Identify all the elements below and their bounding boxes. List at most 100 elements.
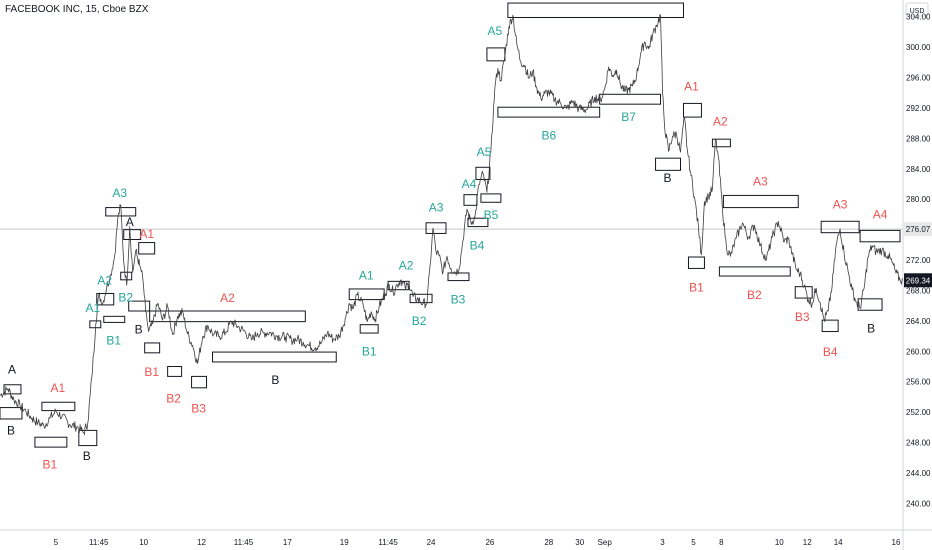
wave-boxes-layer [0, 2, 901, 448]
wave-labels-layer: A B A1 B1 B A1 A2 B1 A3 A A1 B2 B B1 A2 B2 B3 B A1 B1 A2 B2 A3… [7, 24, 888, 471]
wave-label: A4 [462, 177, 477, 191]
wave-label: A2 [713, 115, 728, 129]
y-tick-label: 256.00 [906, 378, 931, 387]
chart-title: FACEBOOK INC, 15, Cboe BZX [5, 4, 149, 15]
price-series-layer [0, 14, 904, 436]
wave-box [144, 342, 161, 354]
y-tick-label: 268.00 [906, 286, 931, 295]
x-tick-label: 24 [427, 538, 436, 547]
wave-box [463, 194, 478, 206]
wave-label: B4 [823, 345, 838, 359]
wave-box [480, 193, 502, 203]
y-tick-label: 304.00 [906, 13, 931, 22]
wave-label: B4 [470, 239, 485, 253]
wave-box [859, 229, 901, 243]
x-tick-label: 12 [803, 538, 812, 547]
wave-box [687, 256, 705, 269]
wave-box [486, 47, 506, 62]
wave-label: B1 [106, 334, 121, 348]
wave-label: A3 [753, 175, 768, 189]
last-price-tag [904, 273, 932, 288]
wave-label: A [126, 215, 134, 229]
x-tick-label: 19 [340, 538, 349, 547]
wave-box [655, 157, 681, 171]
y-tick-label: 272.00 [906, 256, 931, 265]
y-tick-label: 260.00 [906, 347, 931, 356]
wave-label: B [271, 373, 279, 387]
x-tick-label: 17 [283, 538, 292, 547]
wave-label: B2 [166, 391, 181, 405]
x-tick-label: 28 [544, 538, 553, 547]
wave-box [34, 436, 68, 448]
wave-box [96, 293, 115, 306]
y-tick-label: 240.00 [906, 499, 931, 508]
wave-box [128, 300, 151, 312]
current-price-tag [904, 222, 932, 237]
wave-label: B1 [689, 280, 704, 294]
price-line[interactable] [0, 14, 904, 436]
time-axis: 5 11:45 10 12 11:45 17 19 11:45 24 26 28 30 Sep 3 5 8 10… [0, 529, 932, 547]
x-tick-label: 8 [719, 538, 724, 547]
wave-box [41, 401, 76, 412]
wave-box [0, 407, 23, 420]
wave-box [475, 166, 491, 180]
y-tick-label: 248.00 [906, 439, 931, 448]
currency-badge [905, 2, 929, 17]
x-tick-label: 5 [691, 538, 696, 547]
wave-label: B7 [621, 110, 636, 124]
wave-label: B2 [118, 290, 133, 304]
wave-box [348, 288, 385, 301]
x-tick-label: 11:45 [378, 538, 398, 547]
last-price-value: 269.34 [906, 276, 931, 285]
wave-box [682, 102, 702, 118]
wave-box [507, 2, 684, 18]
wave-label: B3 [795, 310, 810, 324]
wave-box [359, 324, 379, 334]
x-tick-label: 14 [834, 538, 843, 547]
wave-box [123, 229, 142, 241]
wave-label: A3 [833, 198, 848, 212]
wave-box [711, 138, 731, 148]
wave-label: B [135, 322, 143, 336]
x-tick-label: 30 [575, 538, 584, 547]
wave-label: A4 [873, 207, 888, 221]
current-price-value: 276.07 [906, 225, 931, 234]
wave-label: A [8, 363, 16, 377]
wave-box [167, 366, 183, 377]
currency-label: USD [910, 8, 925, 15]
y-tick-label: 296.00 [906, 74, 931, 83]
wave-label: B3 [451, 293, 466, 307]
wave-box [718, 266, 791, 277]
wave-label: B [867, 321, 875, 335]
wave-box [722, 194, 799, 209]
y-tick-label: 284.00 [906, 165, 931, 174]
wave-label: A3 [112, 186, 127, 200]
x-tick-label: 26 [485, 538, 494, 547]
x-tick-label: 16 [892, 538, 901, 547]
x-tick-label: 10 [775, 538, 784, 547]
wave-box [821, 319, 839, 333]
wave-label: A5 [477, 145, 492, 159]
x-tick-label: 5 [54, 538, 59, 547]
y-tick-label: 280.00 [906, 195, 931, 204]
wave-label: B [7, 423, 15, 437]
wave-box [3, 384, 22, 395]
wave-box [794, 286, 813, 299]
wave-box [467, 217, 489, 228]
wave-label: B1 [144, 365, 159, 379]
y-tick-label: 264.00 [906, 317, 931, 326]
wave-box [425, 222, 447, 234]
wave-label: A1 [139, 227, 154, 241]
x-tick-label: Sep [598, 538, 613, 547]
x-tick-label: 11:45 [89, 538, 109, 547]
wave-label: A1 [51, 381, 66, 395]
wave-box [599, 93, 662, 105]
wave-label: A1 [359, 268, 374, 282]
wave-box [103, 315, 126, 323]
wave-label: A2 [97, 274, 112, 288]
wave-label: B1 [362, 344, 377, 358]
y-tick-label: 292.00 [906, 104, 931, 113]
wave-label: B5 [484, 208, 499, 222]
wave-label: B3 [191, 401, 206, 415]
